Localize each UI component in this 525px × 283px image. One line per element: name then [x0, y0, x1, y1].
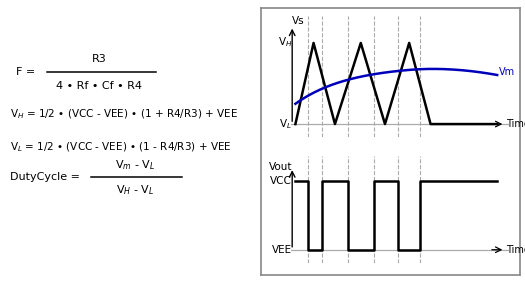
Text: V$_H$ = 1/2 • (VCC - VEE) • (1 + R4/R3) + VEE: V$_H$ = 1/2 • (VCC - VEE) • (1 + R4/R3) … [10, 108, 238, 121]
Text: Vout: Vout [269, 162, 292, 172]
Text: VEE: VEE [272, 245, 292, 255]
Text: V$_H$: V$_H$ [278, 35, 292, 49]
Text: R3: R3 [91, 54, 106, 65]
Text: V$_L$: V$_L$ [279, 117, 292, 131]
Text: V$_H$ - V$_L$: V$_H$ - V$_L$ [116, 183, 154, 196]
Text: DutyCycle =: DutyCycle = [10, 172, 80, 182]
Text: F =: F = [16, 67, 35, 77]
Text: V$_m$ - V$_L$: V$_m$ - V$_L$ [115, 159, 155, 172]
Text: VCC: VCC [270, 176, 292, 186]
Text: Vs: Vs [292, 16, 305, 26]
Text: Vm: Vm [499, 67, 516, 77]
Text: Time: Time [506, 119, 525, 129]
Text: Time: Time [506, 245, 525, 255]
Text: V$_L$ = 1/2 • (VCC - VEE) • (1 - R4/R3) + VEE: V$_L$ = 1/2 • (VCC - VEE) • (1 - R4/R3) … [10, 140, 232, 154]
Text: 4 • Rf • Cf • R4: 4 • Rf • Cf • R4 [56, 81, 142, 91]
